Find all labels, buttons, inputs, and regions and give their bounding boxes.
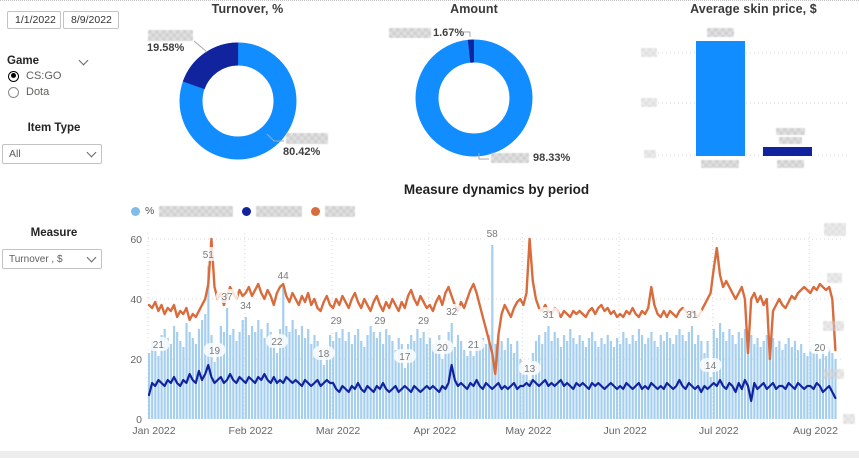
turnover-slice1-value: 19.58% <box>147 42 185 54</box>
game-option-label: CS:GO <box>26 70 62 82</box>
svg-text:58: 58 <box>487 229 499 240</box>
avg-price-bar-2[interactable] <box>763 147 812 156</box>
redacted-category-label <box>777 160 804 168</box>
svg-text:21: 21 <box>153 340 165 351</box>
date-end-input[interactable]: 8/9/2022 <box>63 11 119 29</box>
item-type-select[interactable]: All <box>2 144 102 164</box>
svg-text:32: 32 <box>446 307 458 318</box>
redacted-secondary-axis-label <box>824 223 846 236</box>
redacted-category-label <box>701 160 739 168</box>
svg-text:Jun 2022: Jun 2022 <box>604 425 647 437</box>
bottom-strip <box>0 451 859 458</box>
legend-dot-navy-series[interactable] <box>242 206 252 216</box>
redacted-slice-label <box>148 30 193 41</box>
legend-label-pct[interactable]: % <box>145 205 155 217</box>
redacted-slice-label <box>491 153 529 163</box>
amount-title: Amount <box>450 2 498 16</box>
svg-text:29: 29 <box>331 316 343 327</box>
redacted-secondary-axis-label <box>823 369 844 379</box>
legend-dot-pct[interactable] <box>131 206 140 216</box>
svg-text:14: 14 <box>705 361 717 372</box>
svg-text:18: 18 <box>318 349 330 360</box>
svg-text:Jan 2022: Jan 2022 <box>132 425 175 437</box>
amount-slice1-value: 1.67% <box>433 27 465 39</box>
game-slicer-label: Game <box>7 55 39 67</box>
svg-text:34: 34 <box>240 301 252 312</box>
svg-text:22: 22 <box>271 337 283 348</box>
redacted-secondary-axis-label <box>827 273 842 283</box>
redacted-secondary-axis-label <box>843 414 855 424</box>
redacted-y-tick <box>641 48 657 57</box>
radio-unselected-icon[interactable] <box>8 86 19 98</box>
svg-text:0: 0 <box>136 414 142 426</box>
svg-text:Feb 2022: Feb 2022 <box>229 425 274 437</box>
turnover-slice2-value: 80.42% <box>283 146 321 158</box>
avg-skin-price-title: Average skin price, $ <box>690 2 817 16</box>
svg-text:20: 20 <box>814 343 826 354</box>
redacted-slice-label <box>286 133 328 144</box>
redacted-y-tick <box>641 98 657 107</box>
measure-slicer-label: Measure <box>30 227 78 239</box>
game-option-dota[interactable]: Dota <box>8 86 49 98</box>
date-start-input[interactable]: 1/1/2022 <box>7 11 61 29</box>
item-type-slicer-label: Item Type <box>27 122 81 134</box>
svg-text:31: 31 <box>686 310 698 321</box>
combo-legend: % <box>131 205 356 217</box>
avg-price-bar-1[interactable] <box>696 41 745 156</box>
svg-text:May 2022: May 2022 <box>505 425 551 437</box>
svg-text:51: 51 <box>203 250 215 261</box>
svg-text:31: 31 <box>543 310 555 321</box>
svg-text:Mar 2022: Mar 2022 <box>316 425 361 437</box>
svg-text:13: 13 <box>524 364 536 375</box>
turnover-pct-title: Turnover, % <box>211 2 284 16</box>
redacted-data-label <box>707 28 734 37</box>
turnover-pct-donut-chart[interactable] <box>179 42 297 160</box>
item-type-value: All <box>9 148 21 160</box>
svg-text:60: 60 <box>130 234 142 246</box>
svg-text:Jul 2022: Jul 2022 <box>699 425 739 437</box>
redacted-legend-label[interactable] <box>256 205 303 217</box>
svg-text:Apr 2022: Apr 2022 <box>413 425 456 437</box>
redacted-data-label <box>779 137 802 144</box>
svg-text:44: 44 <box>278 271 290 282</box>
redacted-legend-label[interactable] <box>325 205 356 217</box>
redacted-secondary-axis-label <box>823 321 844 331</box>
svg-text:19: 19 <box>209 346 221 357</box>
measure-dynamics-title: Measure dynamics by period <box>403 182 590 197</box>
svg-text:17: 17 <box>399 352 411 363</box>
radio-selected-icon[interactable] <box>8 70 19 82</box>
amount-slice2-value: 98.33% <box>533 152 571 164</box>
redacted-slice-label <box>389 28 431 38</box>
amount-donut-chart[interactable] <box>415 39 533 157</box>
game-option-csgo[interactable]: CS:GO <box>8 70 61 82</box>
svg-text:29: 29 <box>418 316 430 327</box>
svg-text:21: 21 <box>468 340 480 351</box>
svg-text:40: 40 <box>130 294 142 306</box>
game-option-label: Dota <box>26 86 50 98</box>
svg-text:37: 37 <box>221 292 233 303</box>
svg-text:20: 20 <box>437 343 449 354</box>
redacted-y-tick <box>644 150 656 158</box>
redacted-data-label <box>776 128 805 135</box>
legend-dot-orange-series[interactable] <box>311 206 321 216</box>
measure-select[interactable]: Turnover , $ <box>2 249 102 269</box>
svg-text:Aug 2022: Aug 2022 <box>793 425 838 437</box>
svg-text:29: 29 <box>374 316 386 327</box>
redacted-legend-label[interactable] <box>159 205 234 217</box>
svg-text:20: 20 <box>130 354 142 366</box>
measure-value: Turnover , $ <box>9 253 63 265</box>
